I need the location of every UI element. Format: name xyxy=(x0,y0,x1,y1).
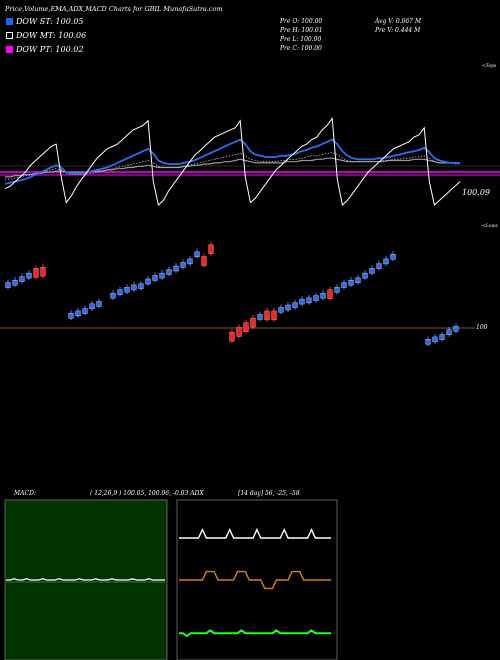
candle-body xyxy=(390,253,396,260)
candle-body xyxy=(180,262,186,268)
candle-body xyxy=(5,282,11,288)
chart-title: Price,Volume,EMA,ADX,MACD Charts for GBI… xyxy=(5,5,223,13)
candle-body xyxy=(152,275,158,281)
candle-body xyxy=(285,304,291,311)
price-tag: 100.09 xyxy=(462,188,490,197)
candle-body xyxy=(243,322,249,332)
candle-body xyxy=(145,278,151,285)
candle-body xyxy=(68,313,74,319)
candle-body xyxy=(341,282,347,288)
candle-body xyxy=(355,277,361,284)
candle-body xyxy=(40,266,46,277)
candle-body xyxy=(425,339,431,345)
legend-dow-mt: DOW MT: 100.06 xyxy=(6,31,86,40)
adx-line-orange xyxy=(179,570,331,590)
legend-dow-pt: DOW PT: 100.02 xyxy=(6,45,83,54)
candle-body xyxy=(278,307,284,313)
candle-body xyxy=(208,244,214,254)
candle-body xyxy=(369,268,375,274)
candle-body xyxy=(439,334,445,340)
candle-body xyxy=(257,314,263,320)
candle-body xyxy=(236,327,242,337)
legend-label: DOW MT: 100.06 xyxy=(16,31,87,40)
candle-body xyxy=(376,263,382,269)
candle-body xyxy=(131,284,137,291)
candle-body xyxy=(362,272,368,279)
macd-label: MACD: xyxy=(14,490,36,497)
macd-line xyxy=(6,578,165,581)
candle-body xyxy=(446,329,452,336)
candle-body xyxy=(453,326,459,332)
candle-body xyxy=(173,265,179,272)
prev-high: Pre H: 100.01 xyxy=(280,27,323,34)
prev-close: Pre C: 100.00 xyxy=(280,45,322,52)
candle-body xyxy=(432,336,438,343)
prev-low: Pre L: 100.00 xyxy=(280,36,322,43)
candle-body xyxy=(75,310,81,317)
candle-body xyxy=(110,292,116,299)
candle-body xyxy=(201,256,207,266)
candle-body xyxy=(187,258,193,265)
series-ema-dotted xyxy=(5,151,460,180)
candle-body xyxy=(306,297,312,304)
candle-body xyxy=(12,279,18,286)
candle-body xyxy=(124,287,130,293)
series-ema-gray xyxy=(5,157,460,178)
prev-open: Pre O: 100.00 xyxy=(280,18,323,25)
candle-body xyxy=(334,287,340,293)
candle-body xyxy=(264,310,270,321)
candle-body xyxy=(166,269,172,275)
candle-body xyxy=(19,276,25,282)
price-level-label: 100 xyxy=(476,324,488,331)
candle-body xyxy=(313,295,319,301)
candle-body xyxy=(26,272,32,279)
candle-body xyxy=(138,283,144,289)
candle-body xyxy=(348,279,354,286)
legend-swatch-blue xyxy=(6,18,13,25)
candle-body xyxy=(89,303,95,310)
candle-body xyxy=(33,268,39,278)
series-price-white xyxy=(4,117,461,206)
legend-label: DOW PT: 100.02 xyxy=(16,45,84,54)
adx-line-white xyxy=(179,527,331,539)
candle-body xyxy=(194,251,200,258)
lows-label: <Lows xyxy=(482,224,498,229)
legend-swatch-magenta xyxy=(6,46,13,53)
candle-body xyxy=(327,289,333,299)
candle-body xyxy=(159,272,165,279)
candle-body xyxy=(117,289,123,295)
candle-body xyxy=(229,331,235,342)
prev-volume: Pre V: 0.444 M xyxy=(375,27,421,34)
adx-values: [14 day] 56, -25, -58 xyxy=(238,490,300,497)
candle-body xyxy=(96,301,102,307)
candle-body xyxy=(383,258,389,265)
adx-line-green xyxy=(179,629,331,638)
candle-body xyxy=(82,308,88,314)
legend-swatch-black xyxy=(6,32,13,39)
candle-body xyxy=(292,302,298,308)
candle-body xyxy=(299,298,305,305)
avg-volume: Avg V: 0.067 M xyxy=(375,18,422,25)
legend-label: DOW ST: 100.05 xyxy=(16,17,84,26)
legend-dow-st: DOW ST: 100.05 xyxy=(6,17,84,26)
macd-values: ( 12,26,9 ) 100.05, 100.06, -0.03 ADX xyxy=(90,490,204,497)
tops-label: <Tops xyxy=(482,64,497,69)
candle-body xyxy=(320,292,326,299)
candle-body xyxy=(271,310,277,321)
candle-body xyxy=(250,317,256,328)
